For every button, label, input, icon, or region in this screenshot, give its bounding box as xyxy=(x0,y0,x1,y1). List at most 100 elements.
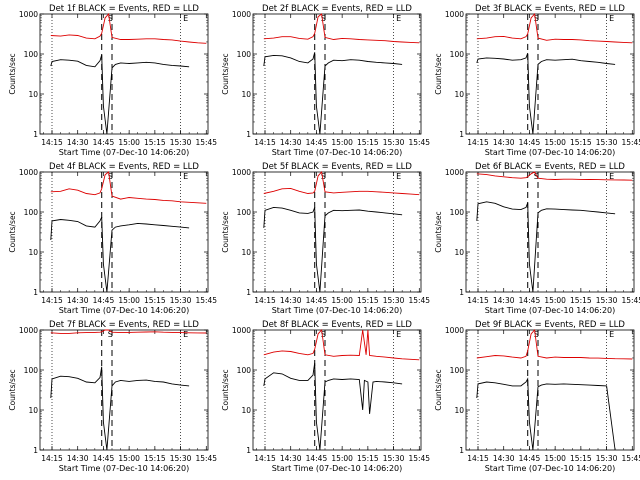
lld-series-line xyxy=(50,171,207,204)
y-axis-label: Counts/sec xyxy=(434,211,443,252)
x-tick-label: 14:15 xyxy=(254,454,276,463)
x-tick-label: 14:15 xyxy=(41,138,63,147)
x-tick-label: 15:45 xyxy=(408,454,430,463)
x-tick-label: 14:15 xyxy=(41,454,63,463)
y-tick-label: 1000 xyxy=(445,168,464,177)
x-tick-label: 15:30 xyxy=(170,138,192,147)
y-tick-label: 100 xyxy=(24,50,39,59)
x-tick-label: 15:00 xyxy=(331,296,353,305)
end-marker-label: E xyxy=(396,172,401,181)
events-series-line xyxy=(476,377,616,451)
x-tick-label: 15:30 xyxy=(170,454,192,463)
events-series-line xyxy=(476,53,616,135)
x-tick-label: 15:30 xyxy=(383,296,405,305)
plot-frame xyxy=(465,171,635,293)
x-tick-label: 14:45 xyxy=(519,296,541,305)
x-tick-label: 15:00 xyxy=(544,454,566,463)
y-tick-label: 100 xyxy=(450,50,465,59)
x-axis-label: Start Time (07-Dec-10 14:06:20) xyxy=(272,148,403,157)
y-tick-label: 1 xyxy=(246,130,251,139)
x-tick-label: 15:00 xyxy=(331,454,353,463)
panel-title: Det 4f BLACK = Events, RED = LLD xyxy=(49,162,199,172)
start-marker-label: S xyxy=(534,172,539,181)
panel-title: Det 3f BLACK = Events, RED = LLD xyxy=(475,4,625,14)
x-tick-label: 15:30 xyxy=(383,454,405,463)
start-marker-label: S xyxy=(534,330,539,339)
x-tick-label: 15:00 xyxy=(544,138,566,147)
start-marker-label: S xyxy=(321,14,326,23)
x-tick-label: 15:45 xyxy=(195,296,217,305)
end-marker-label: E xyxy=(396,14,401,23)
start-marker-label: S xyxy=(321,330,326,339)
x-tick-label: 15:00 xyxy=(331,138,353,147)
y-tick-label: 100 xyxy=(450,366,465,375)
x-tick-label: 14:30 xyxy=(67,454,89,463)
y-tick-label: 1000 xyxy=(232,326,251,335)
x-axis-label: Start Time (07-Dec-10 14:06:20) xyxy=(485,464,616,473)
x-tick-label: 15:45 xyxy=(195,138,217,147)
y-tick-label: 10 xyxy=(241,90,251,99)
panel-title: Det 8f BLACK = Events, RED = LLD xyxy=(262,320,412,330)
end-marker-label: E xyxy=(396,330,401,339)
plot-frame xyxy=(39,13,209,135)
y-tick-label: 100 xyxy=(450,208,465,217)
x-tick-label: 15:15 xyxy=(357,454,379,463)
y-tick-label: 1000 xyxy=(19,326,38,335)
x-axis-label: Start Time (07-Dec-10 14:06:20) xyxy=(59,148,190,157)
x-tick-label: 15:15 xyxy=(357,296,379,305)
lld-series-line xyxy=(263,171,420,196)
x-axis-label: Start Time (07-Dec-10 14:06:20) xyxy=(485,148,616,157)
x-tick-label: 15:00 xyxy=(544,296,566,305)
y-tick-label: 1 xyxy=(246,446,251,455)
x-tick-label: 15:15 xyxy=(570,138,592,147)
x-tick-label: 14:45 xyxy=(306,296,328,305)
lld-series-line xyxy=(263,328,420,361)
lld-series-line xyxy=(50,329,207,334)
y-axis-label: Counts/sec xyxy=(221,53,230,94)
plot-frame xyxy=(252,171,422,293)
y-tick-label: 1 xyxy=(459,130,464,139)
y-tick-label: 10 xyxy=(28,248,38,257)
x-tick-label: 14:45 xyxy=(306,454,328,463)
end-marker-label: E xyxy=(183,14,188,23)
panel-title: Det 1f BLACK = Events, RED = LLD xyxy=(49,4,199,14)
x-tick-label: 15:45 xyxy=(195,454,217,463)
y-axis-label: Counts/sec xyxy=(434,369,443,410)
y-tick-label: 1 xyxy=(33,446,38,455)
x-tick-label: 15:45 xyxy=(621,454,640,463)
x-axis-label: Start Time (07-Dec-10 14:06:20) xyxy=(485,306,616,315)
y-axis-label: Counts/sec xyxy=(434,53,443,94)
plot-frame xyxy=(465,13,635,135)
end-marker-label: E xyxy=(183,172,188,181)
x-tick-label: 14:45 xyxy=(519,454,541,463)
y-axis-label: Counts/sec xyxy=(8,369,17,410)
x-tick-label: 15:30 xyxy=(596,454,618,463)
x-tick-label: 15:15 xyxy=(570,296,592,305)
y-tick-label: 1000 xyxy=(232,168,251,177)
x-tick-label: 15:00 xyxy=(118,296,140,305)
plot-frame xyxy=(252,329,422,451)
x-tick-label: 14:15 xyxy=(467,296,489,305)
x-tick-label: 15:15 xyxy=(357,138,379,147)
lld-series-line xyxy=(50,12,207,44)
y-tick-label: 100 xyxy=(237,366,252,375)
x-tick-label: 15:15 xyxy=(570,454,592,463)
x-tick-label: 14:15 xyxy=(254,296,276,305)
y-tick-label: 1 xyxy=(459,446,464,455)
x-tick-label: 14:45 xyxy=(306,138,328,147)
y-tick-label: 1 xyxy=(246,288,251,297)
x-tick-label: 14:15 xyxy=(467,454,489,463)
x-tick-label: 15:00 xyxy=(118,454,140,463)
y-axis-label: Counts/sec xyxy=(8,53,17,94)
end-marker-label: E xyxy=(609,14,614,23)
x-tick-label: 14:30 xyxy=(280,296,302,305)
x-tick-label: 14:15 xyxy=(467,138,489,147)
y-tick-label: 1000 xyxy=(445,10,464,19)
x-tick-label: 14:30 xyxy=(280,138,302,147)
lld-series-line xyxy=(476,171,633,181)
